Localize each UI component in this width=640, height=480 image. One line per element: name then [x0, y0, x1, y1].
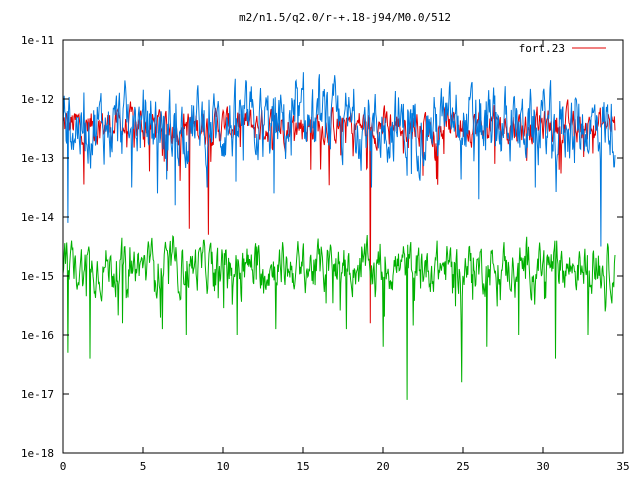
y-tick-label: 1e-15: [21, 270, 54, 283]
legend: fort.23: [519, 42, 606, 55]
chart-title: m2/n1.5/q2.0/r-+.18-j94/M0.0/512: [239, 11, 451, 24]
series-line-2: [62, 234, 616, 400]
series-line-1: [62, 72, 616, 247]
y-tick-label: 1e-14: [21, 211, 54, 224]
x-tick-label: 5: [140, 460, 147, 473]
ticks-layer: 0 5 10 15 20 25 30 35 1e-11 1e-12 1e-13 1e-14 1e-15 1…: [21, 34, 630, 473]
x-tick-label: 10: [216, 460, 229, 473]
y-tick-label: 1e-12: [21, 93, 54, 106]
x-tick-label: 20: [376, 460, 389, 473]
y-tick-label: 1e-11: [21, 34, 54, 47]
x-tick-label: 35: [616, 460, 629, 473]
y-tick-label: 1e-18: [21, 447, 54, 460]
x-tick-label: 25: [456, 460, 469, 473]
series-layer: [62, 72, 616, 400]
legend-label: fort.23: [519, 42, 565, 55]
y-tick-label: 1e-17: [21, 388, 54, 401]
plot-frame: [62, 39, 624, 454]
x-tick-label: 30: [536, 460, 549, 473]
y-tick-label: 1e-16: [21, 329, 54, 342]
x-tick-label: 15: [296, 460, 309, 473]
y-tick-label: 1e-13: [21, 152, 54, 165]
x-tick-label: 0: [60, 460, 67, 473]
